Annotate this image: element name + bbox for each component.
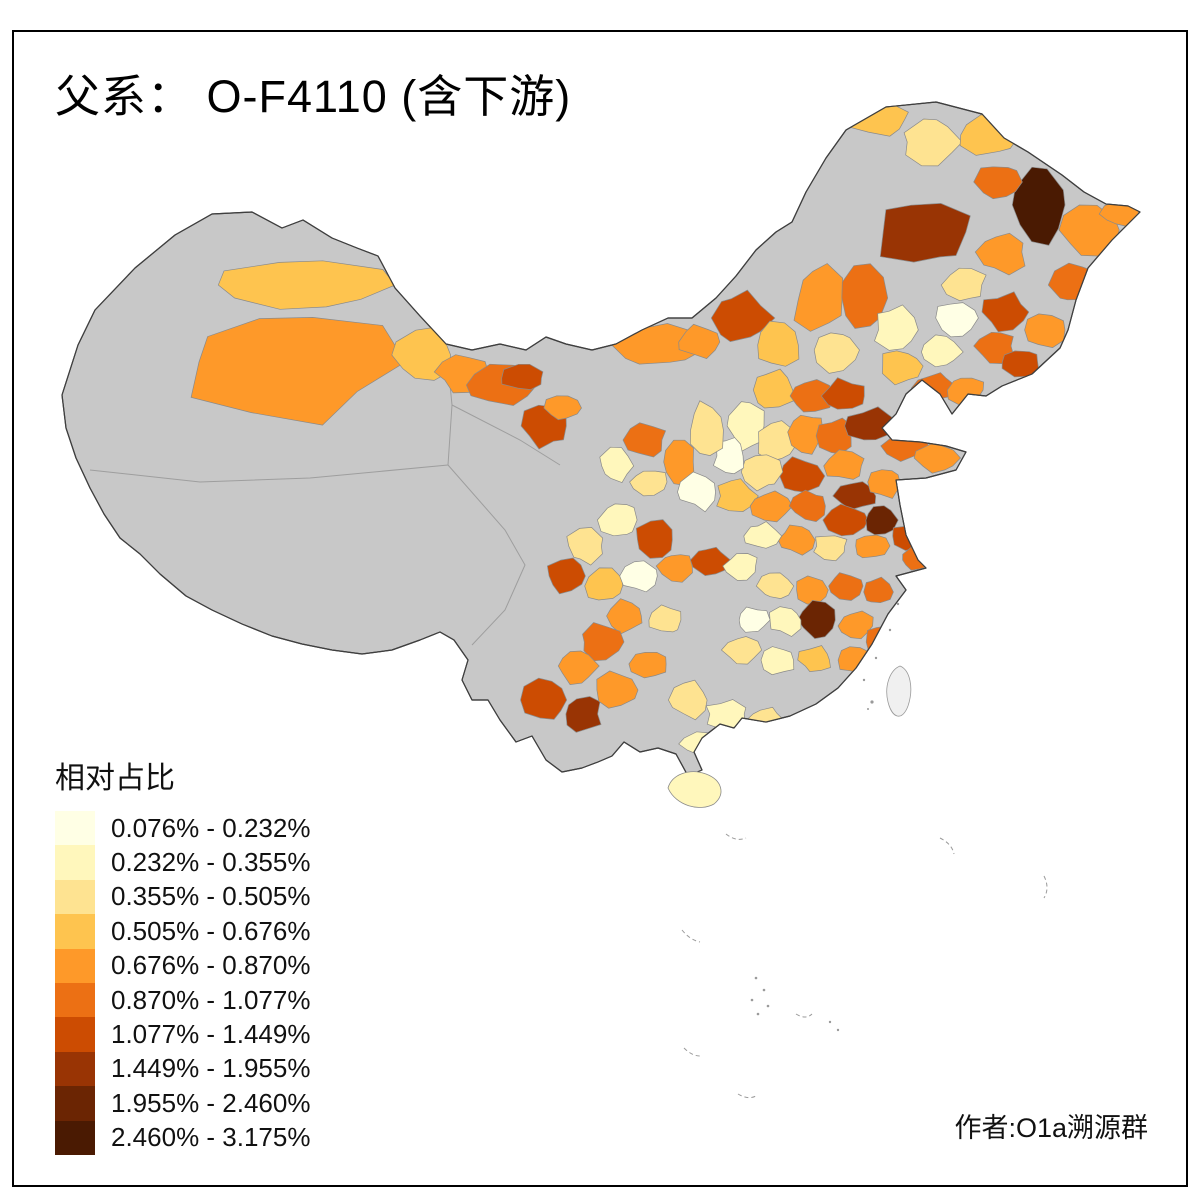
legend-rows: 0.076% - 0.232%0.232% - 0.355%0.355% - 0… <box>55 811 310 1155</box>
legend-label: 0.676% - 0.870% <box>111 950 310 981</box>
legend-label: 0.870% - 1.077% <box>111 985 310 1016</box>
legend-swatch <box>55 1017 95 1051</box>
legend-item: 0.232% - 0.355% <box>55 845 310 879</box>
legend-swatch <box>55 949 95 983</box>
map-region <box>880 203 970 262</box>
legend-swatch <box>55 1052 95 1086</box>
legend-title: 相对占比 <box>55 753 310 797</box>
map-region <box>947 378 983 406</box>
legend-swatch <box>55 983 95 1017</box>
author-credit: 作者:O1a溯源群 <box>954 1106 1148 1145</box>
legend-item: 0.076% - 0.232% <box>55 811 310 845</box>
legend-swatch <box>55 845 95 879</box>
legend-swatch <box>55 811 95 845</box>
legend-item: 0.676% - 0.870% <box>55 949 310 983</box>
legend-label: 0.076% - 0.232% <box>111 813 310 844</box>
mainland-china-base <box>62 102 1140 776</box>
map-region <box>502 364 543 389</box>
legend-item: 1.449% - 1.955% <box>55 1052 310 1086</box>
legend-label: 0.505% - 0.676% <box>111 916 310 947</box>
legend-label: 1.077% - 1.449% <box>111 1019 310 1050</box>
map-region <box>856 535 890 558</box>
taiwan-island <box>887 666 911 716</box>
legend-label: 1.449% - 1.955% <box>111 1053 310 1084</box>
map-region <box>866 626 895 658</box>
legend-swatch <box>55 1121 95 1155</box>
legend-swatch <box>55 880 95 914</box>
legend-swatch <box>55 1086 95 1120</box>
legend-item: 2.460% - 3.175% <box>55 1121 310 1155</box>
page-title: 父系： O-F4110 (含下游) <box>55 60 571 125</box>
hainan-island <box>668 772 721 808</box>
legend-item: 0.505% - 0.676% <box>55 914 310 948</box>
legend-label: 2.460% - 3.175% <box>111 1122 310 1153</box>
legend-label: 0.355% - 0.505% <box>111 881 310 912</box>
legend-swatch <box>55 914 95 948</box>
south-china-sea-islands <box>682 834 1047 1098</box>
legend-item: 1.955% - 2.460% <box>55 1086 310 1120</box>
legend-label: 1.955% - 2.460% <box>111 1088 310 1119</box>
map-region <box>838 647 876 673</box>
legend-item: 0.355% - 0.505% <box>55 880 310 914</box>
legend-item: 0.870% - 1.077% <box>55 983 310 1017</box>
map-region <box>893 524 926 550</box>
legend-item: 1.077% - 1.449% <box>55 1017 310 1051</box>
figure: 父系： O-F4110 (含下游) 相对占比 0.076% - 0.232%0.… <box>0 0 1200 1200</box>
legend: 相对占比 0.076% - 0.232%0.232% - 0.355%0.355… <box>55 753 310 1155</box>
legend-label: 0.232% - 0.355% <box>111 847 310 878</box>
